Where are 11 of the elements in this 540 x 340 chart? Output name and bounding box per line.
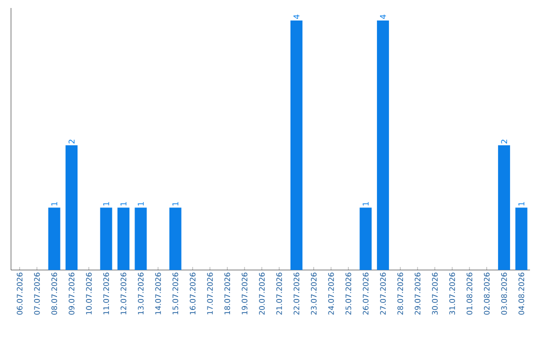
data-label: 2 xyxy=(501,140,508,144)
data-label: 1 xyxy=(518,202,524,206)
data-label: 1 xyxy=(51,202,58,206)
data-label: 1 xyxy=(120,202,126,206)
data-label: 1 xyxy=(138,202,144,206)
data-label: 4 xyxy=(294,14,300,19)
data-label: 1 xyxy=(362,202,369,206)
data-label: 4 xyxy=(380,14,386,19)
data-label: 1 xyxy=(103,202,110,206)
data-label: 1 xyxy=(172,202,178,206)
data-label: 2 xyxy=(68,140,75,144)
